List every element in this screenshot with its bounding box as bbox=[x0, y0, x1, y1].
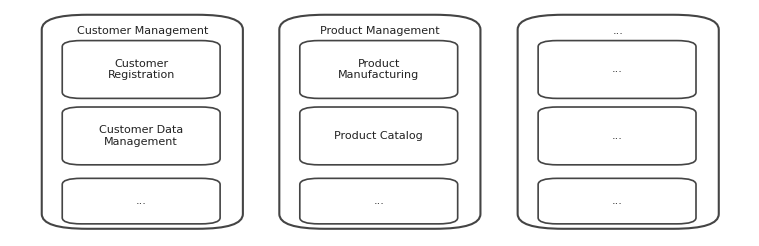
FancyBboxPatch shape bbox=[62, 178, 220, 224]
FancyBboxPatch shape bbox=[279, 15, 480, 229]
Text: Customer
Registration: Customer Registration bbox=[108, 59, 175, 80]
FancyBboxPatch shape bbox=[538, 178, 696, 224]
FancyBboxPatch shape bbox=[518, 15, 719, 229]
Text: ...: ... bbox=[612, 196, 622, 206]
Text: ...: ... bbox=[612, 64, 622, 75]
Text: Customer Management: Customer Management bbox=[77, 26, 209, 36]
Text: ...: ... bbox=[612, 131, 622, 141]
Text: Product
Manufacturing: Product Manufacturing bbox=[338, 59, 420, 80]
FancyBboxPatch shape bbox=[538, 41, 696, 98]
FancyBboxPatch shape bbox=[300, 41, 458, 98]
FancyBboxPatch shape bbox=[300, 178, 458, 224]
FancyBboxPatch shape bbox=[62, 107, 220, 165]
Text: Product Management: Product Management bbox=[320, 26, 439, 36]
Text: ...: ... bbox=[373, 196, 384, 206]
FancyBboxPatch shape bbox=[62, 41, 220, 98]
FancyBboxPatch shape bbox=[42, 15, 243, 229]
Text: ...: ... bbox=[136, 196, 146, 206]
FancyBboxPatch shape bbox=[300, 107, 458, 165]
Text: Product Catalog: Product Catalog bbox=[335, 131, 423, 141]
FancyBboxPatch shape bbox=[538, 107, 696, 165]
Text: Customer Data
Management: Customer Data Management bbox=[99, 125, 184, 147]
Text: ...: ... bbox=[613, 26, 623, 36]
